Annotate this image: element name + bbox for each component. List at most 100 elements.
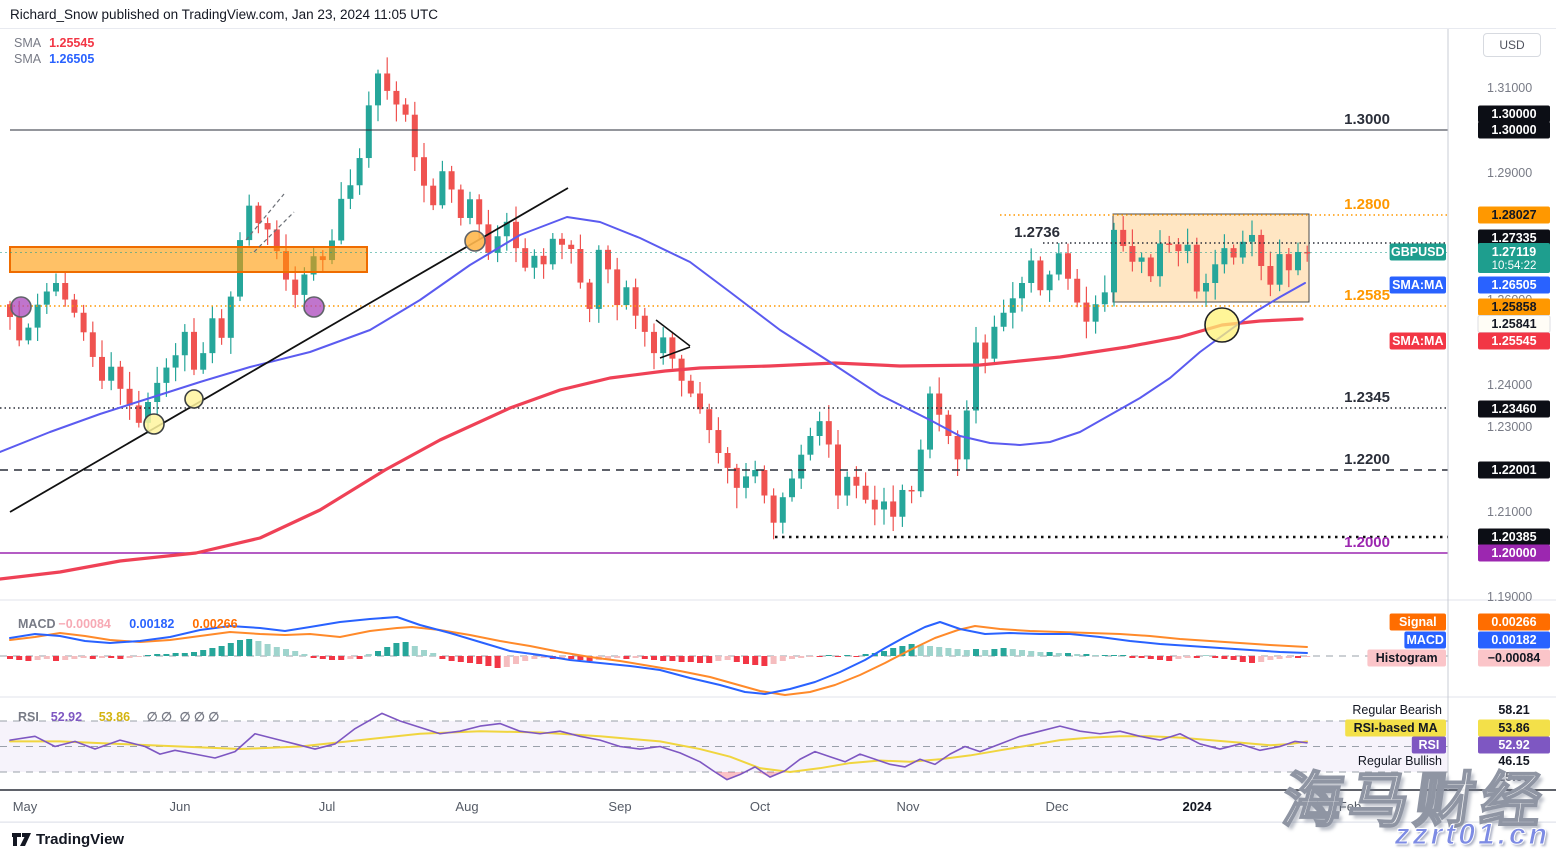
- macd-histogram-bar: [531, 656, 538, 659]
- macd-histogram-bar: [126, 656, 133, 658]
- macd-histogram-bar: [1276, 656, 1283, 659]
- macd-histogram-bar: [678, 656, 685, 662]
- macd-histogram-bar: [917, 645, 924, 656]
- badge-value: 1.23460: [1491, 402, 1536, 416]
- macd-histogram-bar: [34, 656, 41, 660]
- axis-badge-1.22001: 1.22001: [1478, 461, 1550, 479]
- candle-body: [1203, 283, 1209, 292]
- badge-bg: [1478, 298, 1550, 316]
- macd-line: [9, 616, 1308, 695]
- macd-histogram-bar: [1101, 655, 1108, 656]
- candle-body: [1083, 302, 1090, 322]
- macd-histogram-bar: [614, 656, 621, 658]
- axis-badge-1.30000: 1.30000: [1478, 121, 1550, 139]
- badge-bg: [1478, 649, 1550, 667]
- badge-bg: [1478, 544, 1550, 562]
- badge-value: 1.27119: [1492, 245, 1537, 259]
- chart-header: Richard_Snow published on TradingView.co…: [0, 0, 1556, 29]
- annotation-circle: [184, 389, 204, 409]
- rsi-pane: [0, 712, 1448, 781]
- macd-histogram-bar: [807, 656, 814, 657]
- annotation-circle: [303, 296, 325, 318]
- badge-bg: [1478, 400, 1550, 418]
- macd-histogram-bar: [319, 656, 326, 659]
- macd-histogram-bar: [954, 649, 961, 656]
- candle-body: [899, 489, 906, 517]
- candle-body: [1065, 253, 1071, 279]
- candle-body: [292, 279, 299, 295]
- candle-body: [411, 114, 418, 158]
- candle-body: [908, 489, 915, 492]
- axis-tick-1.31000: 1.31000: [1487, 81, 1532, 95]
- macd-histogram-bar: [1166, 656, 1173, 661]
- macd-histogram-bar: [586, 656, 593, 661]
- candle-body: [1138, 257, 1145, 262]
- macd-pane: [0, 616, 1448, 696]
- candle-body: [733, 467, 740, 488]
- candle-body: [936, 393, 943, 415]
- series-badge-GBPUSD: GBPUSD: [1389, 243, 1446, 261]
- badge-value: 0.00182: [1491, 633, 1536, 647]
- rsi-ma-line: [9, 730, 1308, 773]
- badge-value: 1.30000: [1491, 107, 1536, 121]
- candle-body: [375, 73, 381, 106]
- macd-histogram-bar: [16, 656, 23, 660]
- candle-body: [1028, 260, 1035, 283]
- candle-body: [779, 497, 786, 523]
- candle-body: [200, 353, 207, 370]
- level-label-1.2000: 1.2000: [1344, 534, 1390, 551]
- candle-body: [660, 337, 667, 354]
- series-badge-Regular Bullish: Regular Bullish: [1358, 754, 1442, 768]
- time-label-Jul: Jul: [319, 799, 336, 814]
- macd-legend-item: 0.00182: [129, 617, 174, 631]
- macd-histogram-bar: [651, 656, 657, 660]
- macd-histogram-bar: [181, 653, 188, 656]
- macd-histogram-bar: [347, 656, 354, 659]
- candle-body: [687, 380, 694, 394]
- badge-value: 1.22001: [1491, 463, 1536, 477]
- macd-histogram-bar: [632, 656, 639, 658]
- candle-body: [973, 342, 979, 411]
- macd-histogram-bar: [62, 656, 69, 660]
- candle-body: [991, 326, 998, 359]
- candle-body: [522, 248, 529, 268]
- macd-histogram-bar: [568, 656, 575, 659]
- rsi-oversold-fill: [715, 772, 744, 780]
- time-label-Sep: Sep: [608, 799, 631, 814]
- currency-button[interactable]: USD: [1483, 33, 1541, 57]
- macd-histogram-bar: [430, 653, 437, 656]
- candle-body: [264, 223, 271, 230]
- candle-body: [945, 414, 952, 436]
- candle-body: [126, 388, 133, 406]
- macd-histogram-bar: [1304, 656, 1311, 657]
- candle-body: [393, 90, 400, 105]
- trendline-2: [659, 346, 691, 359]
- macd-histogram-bar: [697, 656, 703, 663]
- candle-body: [384, 73, 391, 91]
- badge-value: 1.25858: [1491, 300, 1536, 314]
- candle-body: [623, 287, 630, 306]
- candle-body: [1295, 251, 1301, 271]
- macd-signal-line: [9, 625, 1308, 696]
- candle-body: [34, 304, 41, 328]
- candle-body: [614, 269, 621, 306]
- candle-body: [917, 449, 924, 492]
- badge-label: RSI-based MA: [1354, 721, 1438, 735]
- macd-histogram-bar: [1120, 655, 1127, 656]
- macd-histogram-bar: [338, 656, 345, 660]
- macd-histogram-bar: [227, 643, 234, 656]
- annotation-circle: [10, 296, 32, 318]
- macd-histogram-bar: [200, 650, 207, 656]
- macd-histogram-bar: [172, 653, 179, 656]
- axis-badge-46.15: 46.15: [1498, 754, 1529, 768]
- axis-badge-1.25858: 1.25858: [1478, 298, 1550, 316]
- macd-histogram-bar: [1092, 655, 1099, 656]
- axis-badge-1.26505: 1.26505: [1478, 276, 1550, 294]
- macd-legend-item: 0.00266: [192, 617, 237, 631]
- macd-histogram-bar: [310, 656, 317, 658]
- badge-label: Histogram: [1376, 651, 1438, 665]
- macd-histogram-bar: [99, 656, 105, 658]
- badge-bg: [1478, 105, 1550, 123]
- macd-legend-item: −0.00084: [58, 617, 111, 631]
